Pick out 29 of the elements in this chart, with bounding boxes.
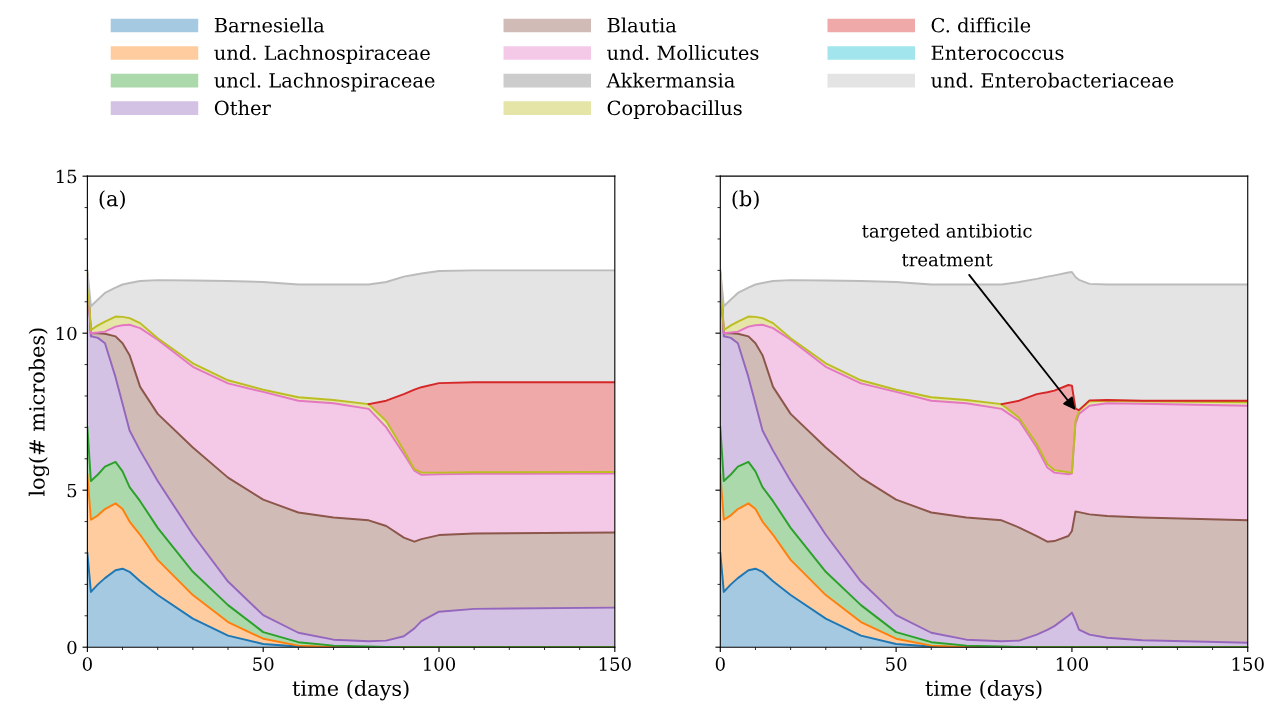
legend-label: Akkermansia [606,72,735,88]
legend-label: Other [214,100,271,116]
legend-label: Enterococcus [931,45,1064,61]
legend-label: C. difficile [931,17,1031,33]
y-tick-label: 0 [67,640,77,655]
legend-label: und. Enterobacteriaceae [931,72,1174,88]
legend-label: Blautia [607,17,677,33]
legend-label: uncl. Lachnospiraceae [214,72,435,92]
x-tick-label: 50 [886,657,907,671]
annotation: (b) [732,190,759,210]
x-tick-label: 50 [253,657,274,671]
legend-label: und. Lachnospiraceae [214,45,430,64]
x-tick-label: 150 [599,657,631,671]
x-tick-label: 0 [715,657,725,671]
annotation: (a) [99,190,125,210]
x-tick-label: 100 [1056,657,1088,671]
legend-label: und. Mollicutes [607,45,759,61]
annotation: targeted antibiotic treatment [862,223,1032,267]
x-tick-label: 100 [423,657,456,671]
y-tick-label: 5 [67,483,77,498]
legend-label: Coprobacillus [607,100,742,120]
legend-label: Barnesiella [214,17,325,33]
x-axis-title: time (days) [925,679,1042,701]
x-tick-label: 150 [1232,657,1264,671]
y-tick-label: 15 [56,169,77,184]
x-tick-label: 0 [82,657,92,671]
y-tick-label: 10 [56,326,77,341]
x-axis-title: time (days) [292,679,409,701]
y-axis-title: log(# microbes) [28,328,50,496]
